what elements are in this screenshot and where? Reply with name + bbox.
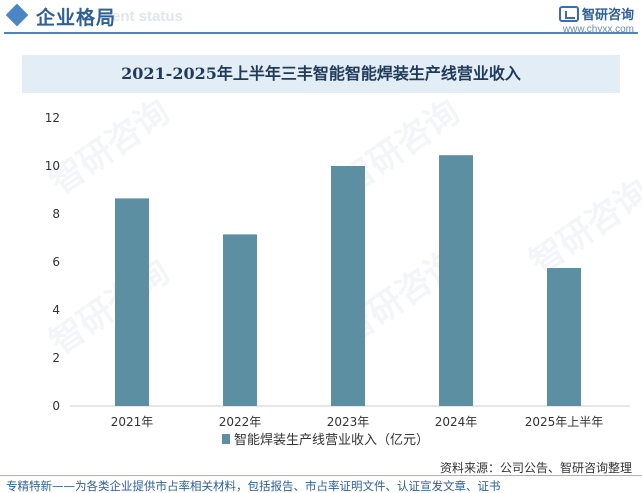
y-tick-label: 2 xyxy=(52,351,60,365)
y-tick-label: 12 xyxy=(45,111,60,125)
brand-logo-icon xyxy=(558,5,579,22)
bar-chart: 0 2 4 6 8 10 12 2021年 2022年 2023年 2024年 2025年上半年智能焊… xyxy=(45,111,630,448)
header-divider xyxy=(4,32,638,34)
chart-title-band: 2021-2025年上半年三丰智能智能焊装生产线营业收入 xyxy=(22,55,620,93)
footer-tagline: 专精特新——为各类企业提供市占率相关材料，包括报告、市占率证明文件、认证宣发文章… xyxy=(6,479,501,493)
bar xyxy=(331,166,365,406)
y-tick-label: 0 xyxy=(52,399,60,413)
legend-label: 智能焊装生产线营业收入（亿元） xyxy=(234,432,429,448)
source-note: 资料来源：公司公告、智研咨询整理 xyxy=(439,461,632,475)
page-header: ent status 企业格局 智研咨询 www.chyxx.com xyxy=(0,0,642,38)
header-ghost-text: ent status xyxy=(112,8,183,25)
x-tick-label: 2025年上半年 xyxy=(525,415,604,429)
footer-divider xyxy=(0,475,642,476)
y-tick-label: 6 xyxy=(52,255,60,269)
bar xyxy=(223,234,257,406)
legend-swatch xyxy=(222,434,230,444)
bar xyxy=(115,198,149,406)
x-tick-label: 2023年 xyxy=(327,415,370,429)
y-tick-label: 4 xyxy=(52,303,60,317)
y-tick-label: 10 xyxy=(45,159,60,173)
brand-name: 智研咨询 xyxy=(581,8,634,23)
section-title: 企业格局 xyxy=(36,7,117,29)
brand-url: www.chyxx.com xyxy=(562,24,634,35)
x-tick-label: 2021年 xyxy=(111,415,154,429)
brand: 智研咨询 www.chyxx.com xyxy=(558,3,634,35)
x-tick-label: 2022年 xyxy=(219,415,262,429)
bar xyxy=(439,155,473,406)
bar xyxy=(547,268,581,406)
chart-title: 2021-2025年上半年三丰智能智能焊装生产线营业收入 xyxy=(121,64,521,83)
diamond-icon xyxy=(5,3,29,27)
x-tick-label: 2024年 xyxy=(435,415,478,429)
y-tick-label: 8 xyxy=(52,207,60,221)
